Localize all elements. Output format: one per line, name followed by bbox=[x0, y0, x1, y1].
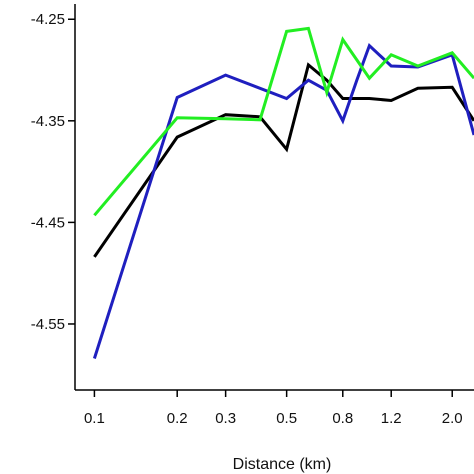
x-tick-label: 0.8 bbox=[332, 410, 353, 427]
x-tick-label: 0.3 bbox=[215, 410, 236, 427]
series-lines bbox=[92, 26, 474, 359]
series-line-3 bbox=[93, 26, 474, 217]
y-tick-label: -4.55 bbox=[31, 316, 65, 333]
tick-labels: -4.25 -4.35 -4.45 -4.55 0.1 0.2 0.3 0.5 0.8 1.2 2.… bbox=[31, 11, 463, 427]
x-tick-label: 0.1 bbox=[84, 410, 105, 427]
x-tick-label: 0.2 bbox=[167, 410, 188, 427]
x-tick-label: 2.0 bbox=[442, 410, 463, 427]
x-tick-label: 0.5 bbox=[276, 410, 297, 427]
series-line-1 bbox=[93, 62, 474, 258]
axes bbox=[68, 4, 474, 397]
y-tick-label: -4.45 bbox=[31, 214, 65, 231]
y-tick-label: -4.35 bbox=[31, 113, 65, 130]
y-tick-label: -4.25 bbox=[31, 11, 65, 28]
x-tick-label: 1.2 bbox=[381, 410, 402, 427]
series-line-2 bbox=[92, 42, 474, 359]
x-axis-title: Distance (km) bbox=[233, 456, 332, 473]
